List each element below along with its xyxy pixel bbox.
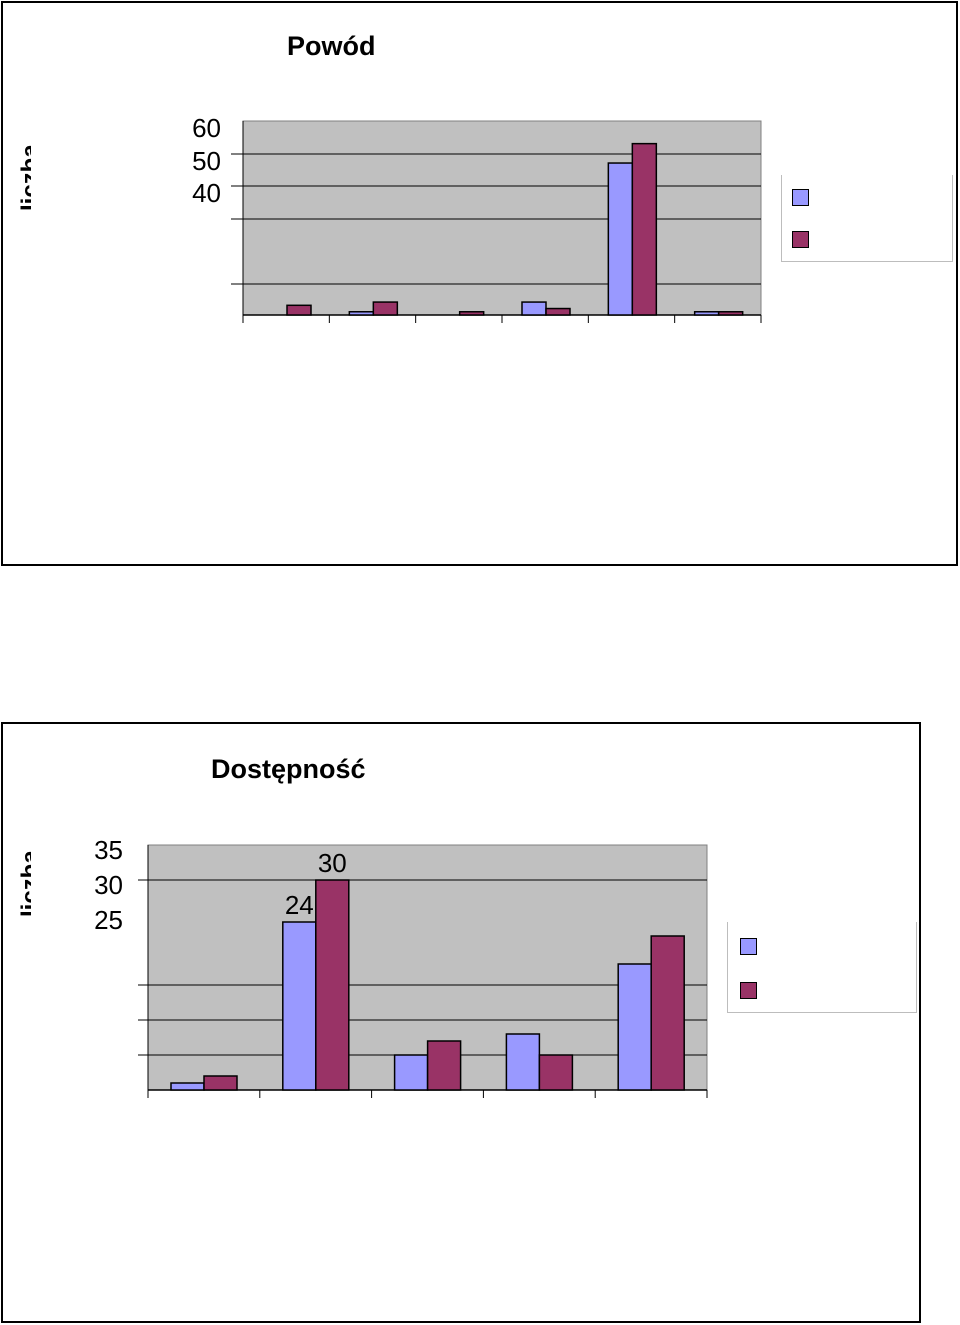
chart-1-y-tick-label: 40 <box>192 178 221 208</box>
chart-1-legend-swatch-series-1 <box>792 189 809 206</box>
chart-2-y-tick-label: 35 <box>94 835 123 865</box>
chart-2-legend-swatch-series-1 <box>740 938 757 955</box>
chart-2-legend-swatch-series-2 <box>740 982 757 999</box>
chart-1-bar-series-1-5 <box>607 162 634 316</box>
chart-1-bar-series-1-4 <box>521 301 547 316</box>
chart-2-bar-series-1-3 <box>393 1054 429 1091</box>
chart-2-bar-series-2-1 <box>203 1075 238 1091</box>
chart-1-bar-series-2-2 <box>372 301 399 316</box>
chart-1-legend <box>781 175 953 262</box>
chart-2-bar-series-2-3 <box>426 1040 462 1091</box>
chart-1-bar-series-2-4 <box>545 307 571 316</box>
chart-1-legend-swatch-series-2 <box>792 231 809 248</box>
chart-1-bar-series-2-3 <box>458 311 485 316</box>
chart-1-frame: Powód liczba 60 50 40 <box>1 1 958 566</box>
chart-2-data-label: 24 <box>285 890 314 920</box>
chart-2-y-tick-label: 30 <box>94 870 123 900</box>
chart-2-bar-series-2-4 <box>538 1054 574 1091</box>
chart-2-frame: Dostępność liczba 35 30 25 24 30 <box>1 722 921 1323</box>
chart-1-bar-series-2-6 <box>717 311 744 316</box>
chart-2-bar-series-1-5 <box>617 963 652 1091</box>
chart-1-title: Powód <box>287 31 376 61</box>
chart-1-bar-series-1-2 <box>348 311 375 316</box>
chart-2-data-label: 30 <box>318 848 347 878</box>
chart-2-title: Dostępność <box>211 754 366 784</box>
chart-1-y-tick-label: 50 <box>192 146 221 176</box>
chart-1-plot-area <box>242 120 762 316</box>
chart-2-bar-series-1-2 <box>282 921 317 1091</box>
chart-2-bar-series-2-2 <box>315 879 350 1091</box>
chart-2-bar-series-1-1 <box>170 1082 205 1091</box>
chart-2-bar-series-2-5 <box>650 935 685 1091</box>
chart-1-bar-series-1-6 <box>693 311 720 316</box>
chart-2-bar-series-1-4 <box>505 1033 541 1091</box>
chart-1-bar-series-2-5 <box>631 142 658 316</box>
chart-2-y-tick-label: 25 <box>94 905 123 935</box>
chart-1-y-tick-label: 60 <box>192 113 221 143</box>
chart-1-bar-series-2-1 <box>286 304 312 316</box>
chart-2-legend <box>727 922 917 1013</box>
